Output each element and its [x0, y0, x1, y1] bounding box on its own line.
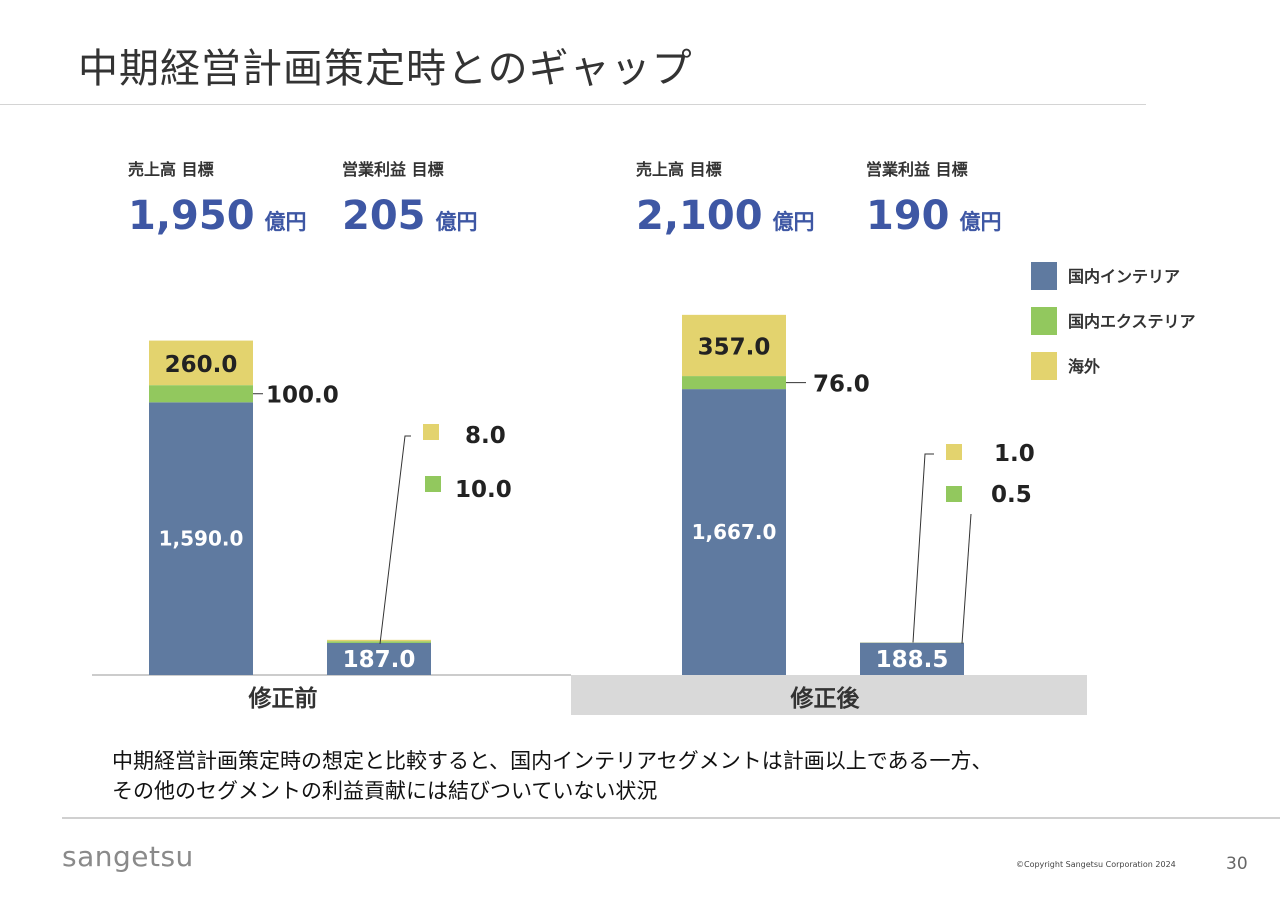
- legend-swatch: [1031, 307, 1057, 335]
- data-label: 188.5: [876, 647, 949, 673]
- bar-segment-overseas: [149, 340, 253, 386]
- copyright: ©Copyright Sangetsu Corporation 2024: [1016, 860, 1176, 869]
- page-number: 30: [1226, 854, 1248, 874]
- bar-segment-interior: [149, 402, 253, 675]
- kpi-unit: 億円: [435, 210, 478, 234]
- bar-segment-overseas: [682, 314, 786, 377]
- legend-swatch-small: [423, 424, 439, 440]
- data-label: 187.0: [343, 647, 416, 673]
- bar-segment-exterior: [327, 641, 431, 643]
- leader-line: [379, 435, 411, 644]
- kpi-number: 1,950: [128, 193, 255, 239]
- summary-note-line: 中期経営計画策定時の想定と比較すると、国内インテリアセグメントは計画以上である一…: [112, 749, 993, 773]
- kpi-number: 190: [866, 193, 950, 239]
- bar-segment-exterior: [682, 376, 786, 390]
- leader-line: [912, 453, 934, 643]
- data-label: 10.0: [455, 477, 512, 503]
- data-label: 1.0: [994, 441, 1035, 467]
- summary-note: 中期経営計画策定時の想定と比較すると、国内インテリアセグメントは計画以上である一…: [112, 746, 993, 806]
- kpi-value-profit-after: 190 億円: [866, 196, 1002, 236]
- company-logo: sangetsu: [62, 840, 194, 873]
- data-label: 0.5: [991, 482, 1032, 508]
- legend-label: 海外: [1068, 357, 1100, 376]
- kpi-label-sales-before: 売上高 目標: [128, 160, 214, 179]
- kpi-unit: 億円: [264, 210, 307, 234]
- data-label: 76.0: [813, 372, 870, 398]
- leader-line: [961, 513, 972, 644]
- bar-segment-interior: [682, 389, 786, 675]
- data-label: 1,667.0: [692, 520, 777, 544]
- kpi-value-sales-after: 2,100 億円: [636, 196, 815, 236]
- kpi-label-profit-before: 営業利益 目標: [342, 160, 444, 179]
- data-label: 8.0: [465, 423, 506, 449]
- kpi-label-sales-after: 売上高 目標: [636, 160, 722, 179]
- legend-swatch-small: [946, 444, 962, 460]
- legend-swatch: [1031, 262, 1057, 290]
- group-label-before: 修正前: [248, 685, 318, 712]
- footer-divider: [62, 817, 1280, 819]
- bar-segment-overseas: [327, 639, 431, 642]
- kpi-number: 2,100: [636, 193, 763, 239]
- kpi-label-profit-after: 営業利益 目標: [866, 160, 968, 179]
- bar-segment-interior: [327, 642, 431, 675]
- summary-note-line: その他のセグメントの利益貢献には結びついていない状況: [112, 779, 658, 803]
- legend-swatch: [1031, 352, 1057, 380]
- title-divider: [0, 104, 1146, 105]
- legend-label: 国内エクステリア: [1068, 312, 1196, 331]
- data-label: 1,590.0: [159, 527, 244, 551]
- legend-swatch-small: [946, 486, 962, 502]
- stacked-bar-chart: 修正前 修正後 1,590.0 100.0 260.0 187.0 8.0 10.0 1,667…: [92, 262, 1196, 715]
- kpi-value-sales-before: 1,950 億円: [128, 196, 307, 236]
- group-band-after: [571, 675, 1087, 715]
- group-label-after: 修正後: [790, 685, 861, 712]
- kpi-number: 205: [342, 193, 426, 239]
- bar-segment-exterior: [149, 385, 253, 403]
- legend-swatch-small: [425, 476, 441, 492]
- data-label: 100.0: [266, 383, 339, 409]
- data-label: 260.0: [165, 352, 238, 378]
- bar-segment-interior: [860, 642, 964, 675]
- kpi-value-profit-before: 205 億円: [342, 196, 478, 236]
- kpi-unit: 億円: [772, 210, 815, 234]
- legend-label: 国内インテリア: [1068, 267, 1180, 286]
- kpi-unit: 億円: [959, 210, 1002, 234]
- data-label: 357.0: [698, 334, 771, 360]
- page-title: 中期経営計画策定時とのギャップ: [78, 46, 693, 92]
